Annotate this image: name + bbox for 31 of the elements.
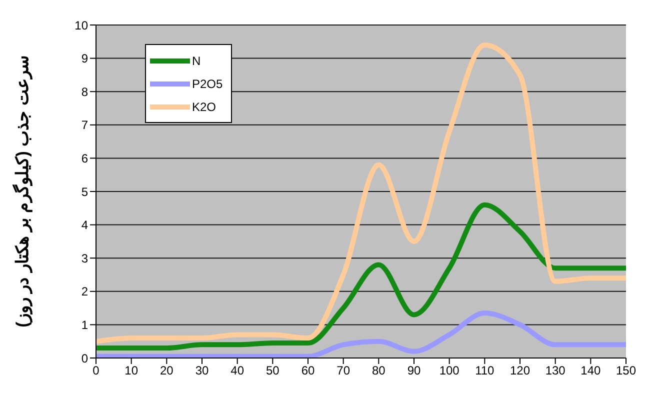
legend-label: K2O — [192, 100, 216, 114]
x-tick-label: 80 — [372, 364, 386, 378]
y-tick-label: 2 — [81, 284, 88, 299]
y-tick-label: 7 — [81, 118, 88, 132]
y-tick-label: 6 — [81, 151, 88, 166]
x-tick-label: 110 — [475, 364, 495, 378]
y-axis-title: سرعت جذب (کیلوگرم بر هکتار در روز) — [12, 56, 34, 328]
x-tick-label: 90 — [407, 364, 421, 378]
x-tick-label: 60 — [301, 364, 315, 378]
x-tick-label: 40 — [230, 364, 244, 378]
y-tick-label: 4 — [81, 218, 88, 232]
x-tick-label: 30 — [195, 364, 209, 378]
legend-label: N — [192, 54, 201, 68]
x-tick-label: 70 — [336, 364, 350, 378]
y-tick-label: 1 — [81, 318, 88, 332]
x-tick-label: 150 — [616, 364, 636, 378]
x-tick-label: 0 — [92, 364, 100, 378]
y-tick-label: 0 — [81, 351, 88, 366]
y-tick-label: 5 — [81, 184, 88, 199]
y-tick-label: 8 — [81, 84, 88, 99]
x-tick-label: 140 — [580, 364, 601, 378]
x-tick-label: 10 — [124, 364, 138, 378]
x-tick-label: 20 — [160, 364, 174, 378]
y-tick-label: 3 — [81, 251, 88, 266]
legend-label: P2O5 — [192, 76, 223, 90]
x-tick-label: 50 — [266, 364, 280, 378]
y-tick-label: 10 — [74, 18, 88, 32]
y-tick-label: 9 — [81, 52, 88, 66]
x-tick-label: 120 — [510, 364, 530, 378]
x-tick-label: 130 — [545, 364, 566, 378]
x-tick-label: 100 — [439, 364, 460, 378]
